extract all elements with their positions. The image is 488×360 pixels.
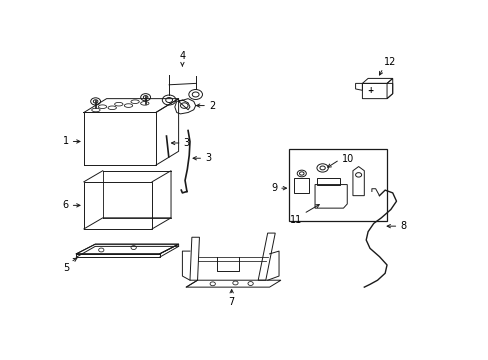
Text: 5: 5 — [63, 263, 69, 273]
Bar — [288, 149, 386, 221]
Text: 12: 12 — [384, 57, 396, 67]
Text: 6: 6 — [62, 201, 68, 210]
Text: 3: 3 — [183, 138, 189, 148]
Text: 11: 11 — [290, 215, 302, 225]
Text: 1: 1 — [62, 136, 68, 147]
Text: 3: 3 — [205, 153, 211, 163]
Text: 9: 9 — [270, 183, 277, 193]
Text: 2: 2 — [208, 100, 215, 111]
Text: 7: 7 — [228, 297, 234, 307]
Text: 10: 10 — [341, 154, 353, 164]
Text: 4: 4 — [179, 51, 185, 61]
Text: +: + — [366, 86, 372, 95]
Text: 8: 8 — [400, 221, 406, 231]
